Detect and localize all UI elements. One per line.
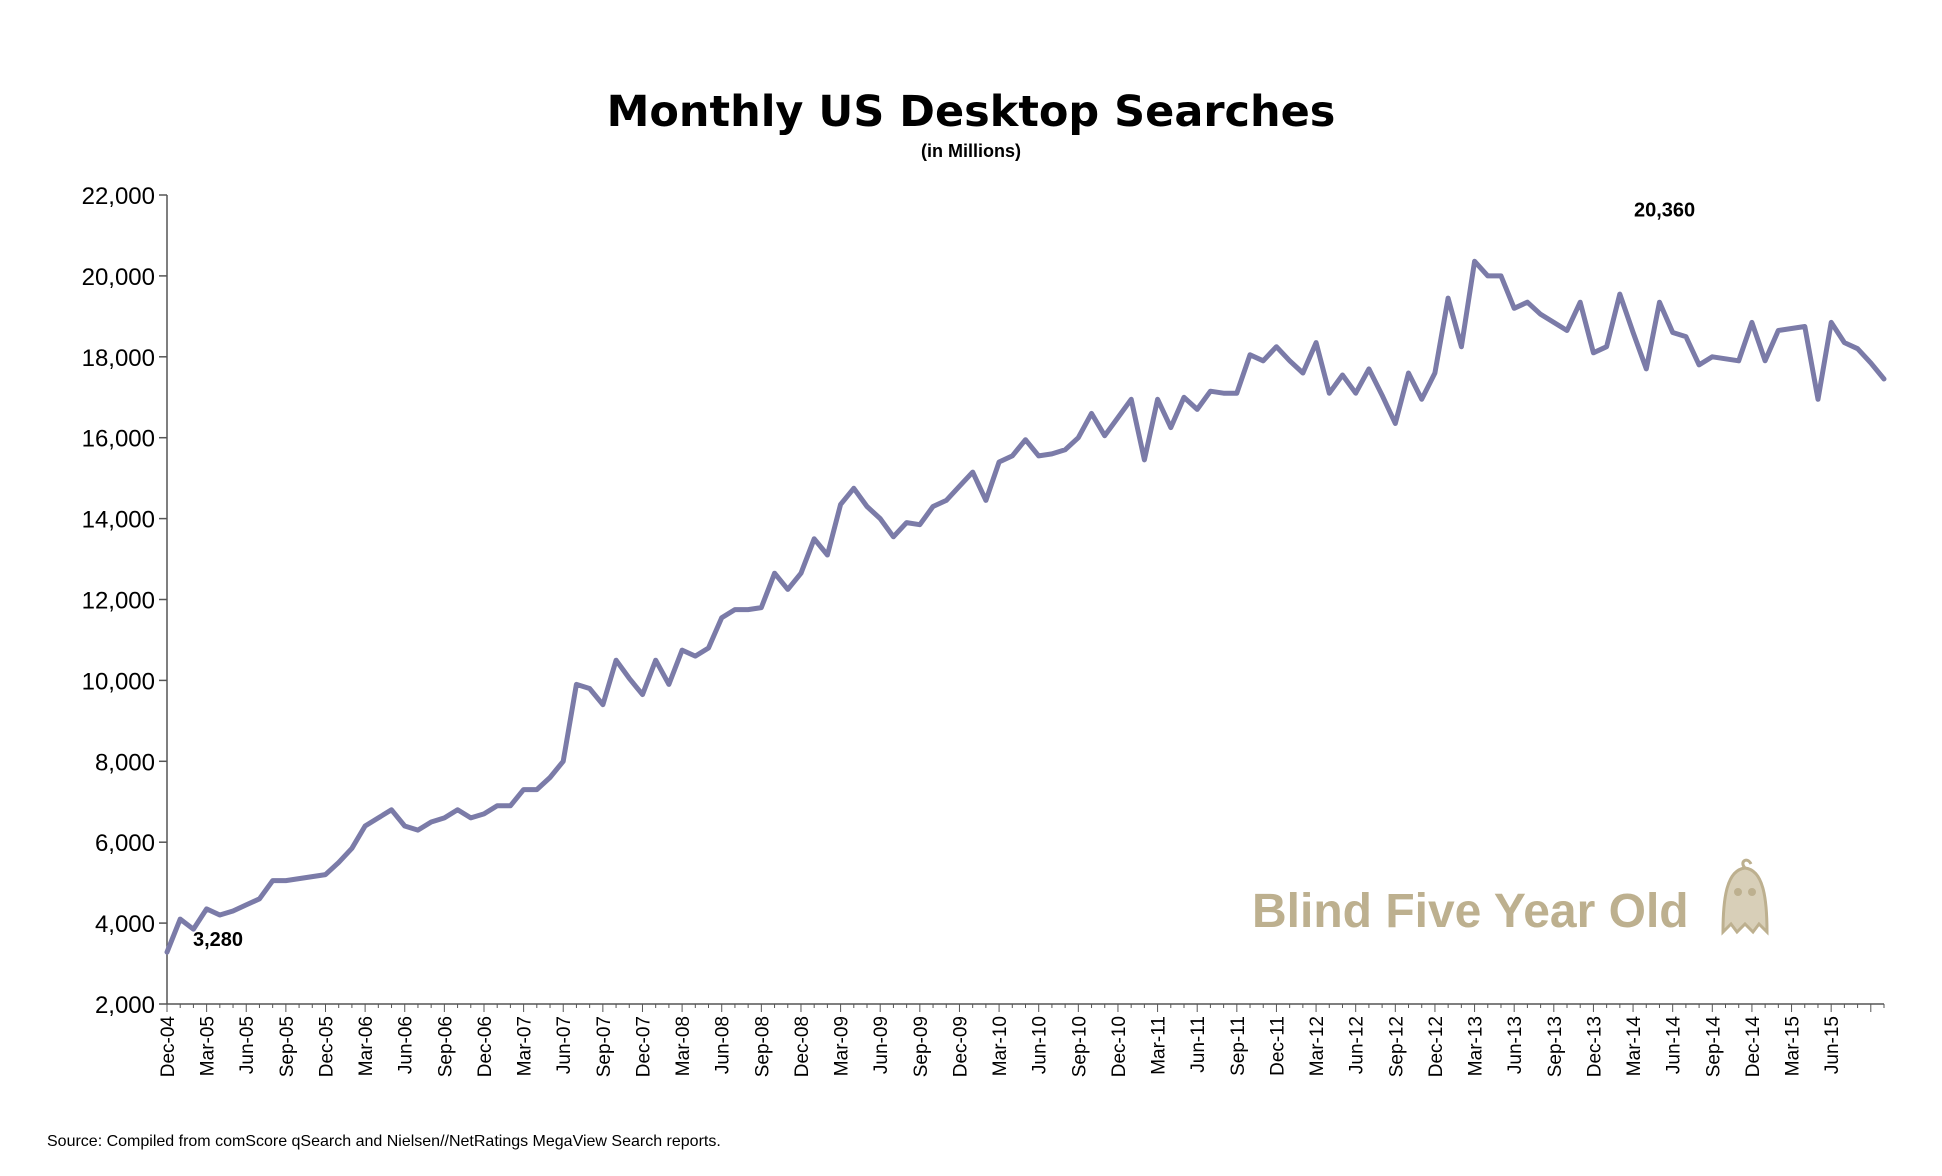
x-tick-label: Sep-13 <box>1545 1016 1566 1077</box>
x-tick-label: Dec-06 <box>475 1016 496 1077</box>
x-tick-label: Mar-13 <box>1466 1016 1487 1076</box>
y-tick-label: 16,000 <box>82 426 155 453</box>
y-tick-label: 2,000 <box>95 992 155 1019</box>
y-tick-label: 14,000 <box>82 507 155 534</box>
x-tick-label: Jun-15 <box>1822 1016 1843 1074</box>
x-tick-label: Jun-13 <box>1505 1016 1526 1074</box>
x-tick-label: Mar-07 <box>515 1016 536 1076</box>
chart-subtitle: (in Millions) <box>921 141 1021 161</box>
y-axis: 2,000 4,000 6,000 8,000 10,000 12,000 14,000 16… <box>82 183 168 1019</box>
x-tick-label: Jun-12 <box>1347 1016 1368 1074</box>
x-tick-label: Dec-12 <box>1426 1016 1447 1077</box>
x-tick-label: Sep-07 <box>594 1016 615 1077</box>
x-tick-label: Mar-06 <box>356 1016 377 1076</box>
data-label-peak: 20,360 <box>1634 199 1695 221</box>
x-tick-label: Sep-11 <box>1228 1016 1249 1076</box>
x-tick-label: Mar-11 <box>1149 1016 1170 1075</box>
x-tick-label: Sep-06 <box>435 1016 456 1077</box>
x-tick-label: Mar-10 <box>990 1016 1011 1076</box>
x-tick-label: Dec-10 <box>1109 1016 1130 1077</box>
x-tick-label: Jun-10 <box>1030 1016 1051 1074</box>
x-tick-label: Jun-05 <box>237 1016 258 1074</box>
watermark-text: Blind Five Year Old <box>1252 885 1689 938</box>
series-line <box>164 258 1887 955</box>
x-tick-label: Dec-04 <box>158 1016 179 1078</box>
x-tick-label: Dec-08 <box>792 1016 813 1077</box>
x-tick-label: Jun-08 <box>713 1016 734 1074</box>
y-tick-label: 20,000 <box>82 264 155 291</box>
x-tick-label: Dec-14 <box>1743 1016 1764 1078</box>
y-tick-label: 18,000 <box>82 345 155 372</box>
x-axis: Dec-04 Mar-05 Jun-05 Sep-05 Dec-05 Mar-06 Jun-… <box>158 1003 1885 1078</box>
x-tick-label: Sep-14 <box>1703 1016 1724 1078</box>
x-tick-label: Mar-08 <box>673 1016 694 1076</box>
ghost-icon <box>1721 858 1769 936</box>
x-tick-label: Jun-06 <box>396 1016 417 1074</box>
x-tick-label: Mar-14 <box>1624 1016 1645 1077</box>
data-label-start: 3,280 <box>193 929 243 951</box>
x-tick-label: Dec-07 <box>633 1016 654 1077</box>
x-tick-label: Sep-10 <box>1069 1016 1090 1077</box>
x-tick-label: Sep-09 <box>911 1016 932 1077</box>
x-tick-label: Sep-12 <box>1386 1016 1407 1077</box>
y-tick-label: 4,000 <box>95 911 155 938</box>
y-tick-label: 22,000 <box>82 183 155 210</box>
x-tick-label: Jun-09 <box>871 1016 892 1074</box>
watermark-logo: Blind Five Year Old <box>1252 858 1769 938</box>
y-tick-label: 6,000 <box>95 830 155 857</box>
x-tick-label: Dec-11 <box>1267 1016 1288 1076</box>
x-tick-label: Jun-14 <box>1664 1016 1685 1075</box>
x-tick-label: Jun-07 <box>554 1016 575 1074</box>
x-tick-label: Dec-13 <box>1584 1016 1605 1077</box>
x-tick-label: Jun-11 <box>1188 1016 1209 1073</box>
x-tick-label: Sep-08 <box>752 1016 773 1077</box>
x-tick-label: Dec-05 <box>316 1016 337 1077</box>
x-tick-label: Sep-05 <box>277 1016 298 1077</box>
x-tick-label: Mar-05 <box>198 1016 219 1076</box>
x-tick-label: Dec-09 <box>950 1016 971 1077</box>
source-note: Source: Compiled from comScore qSearch a… <box>47 1133 721 1150</box>
chart-title: Monthly US Desktop Searches <box>607 87 1336 137</box>
x-tick-label: Mar-12 <box>1307 1016 1328 1076</box>
y-tick-label: 12,000 <box>82 588 155 615</box>
x-tick-label: Mar-15 <box>1783 1016 1804 1076</box>
y-tick-label: 8,000 <box>95 749 155 776</box>
y-tick-label: 10,000 <box>82 668 155 695</box>
x-tick-label: Mar-09 <box>832 1016 853 1076</box>
